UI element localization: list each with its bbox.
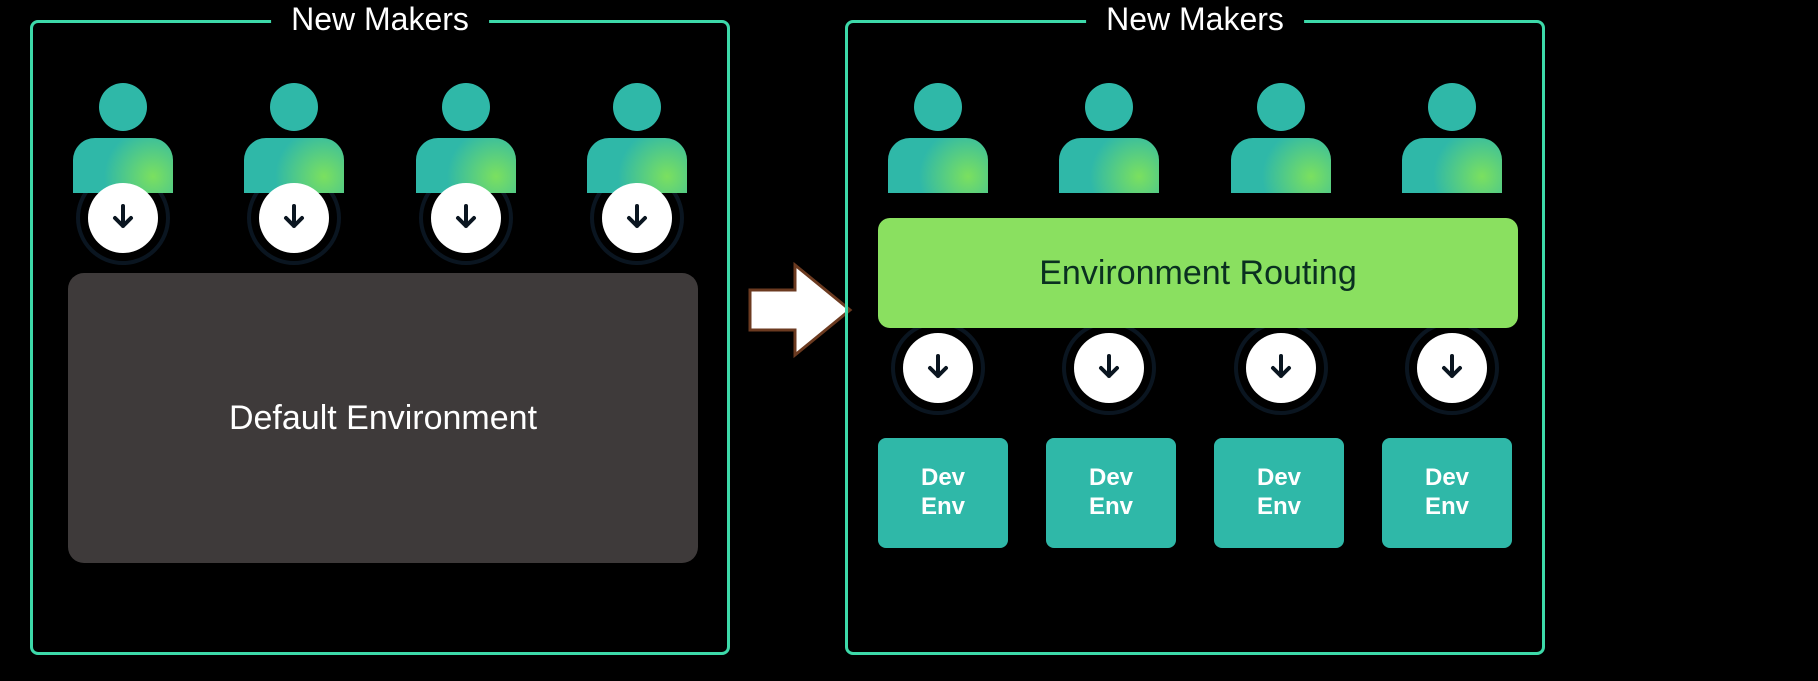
default-environment-label: Default Environment	[229, 399, 537, 438]
down-arrow-icon	[1417, 333, 1487, 403]
dev-env-line2: Env	[1257, 493, 1301, 522]
transition-arrow-icon	[740, 250, 860, 370]
dev-env-box: DevEnv	[1214, 438, 1344, 548]
down-arrow-icon	[903, 333, 973, 403]
dev-env-box: DevEnv	[1382, 438, 1512, 548]
default-environment-box: Default Environment	[68, 273, 698, 563]
right-makers-row	[848, 83, 1542, 193]
dev-env-line1: Dev	[1089, 464, 1133, 493]
person-icon	[587, 83, 687, 193]
right-panel: New Makers Environment Routing DevEnvDev…	[845, 20, 1545, 655]
dev-env-line2: Env	[1425, 493, 1469, 522]
person-icon	[73, 83, 173, 193]
person-icon	[1231, 83, 1331, 193]
down-arrow-icon	[431, 183, 501, 253]
down-arrow-icon	[602, 183, 672, 253]
right-panel-title: New Makers	[1086, 1, 1304, 38]
environment-routing-box: Environment Routing	[878, 218, 1518, 328]
right-arrows-row	[848, 333, 1542, 403]
dev-env-box: DevEnv	[878, 438, 1008, 548]
dev-env-box: DevEnv	[1046, 438, 1176, 548]
person-icon	[244, 83, 344, 193]
person-icon	[888, 83, 988, 193]
dev-env-line1: Dev	[921, 464, 965, 493]
dev-envs-row: DevEnvDevEnvDevEnvDevEnv	[848, 438, 1542, 548]
dev-env-line2: Env	[921, 493, 965, 522]
dev-env-line1: Dev	[1425, 464, 1469, 493]
down-arrow-icon	[1074, 333, 1144, 403]
down-arrow-icon	[1246, 333, 1316, 403]
environment-routing-label: Environment Routing	[1039, 254, 1357, 293]
person-icon	[1402, 83, 1502, 193]
person-icon	[1059, 83, 1159, 193]
dev-env-line1: Dev	[1257, 464, 1301, 493]
down-arrow-icon	[259, 183, 329, 253]
dev-env-line2: Env	[1089, 493, 1133, 522]
down-arrow-icon	[88, 183, 158, 253]
person-icon	[416, 83, 516, 193]
left-makers-row	[33, 83, 727, 193]
left-panel-title: New Makers	[271, 1, 489, 38]
left-panel: New Makers Default Environment	[30, 20, 730, 655]
left-arrows-row	[33, 183, 727, 253]
